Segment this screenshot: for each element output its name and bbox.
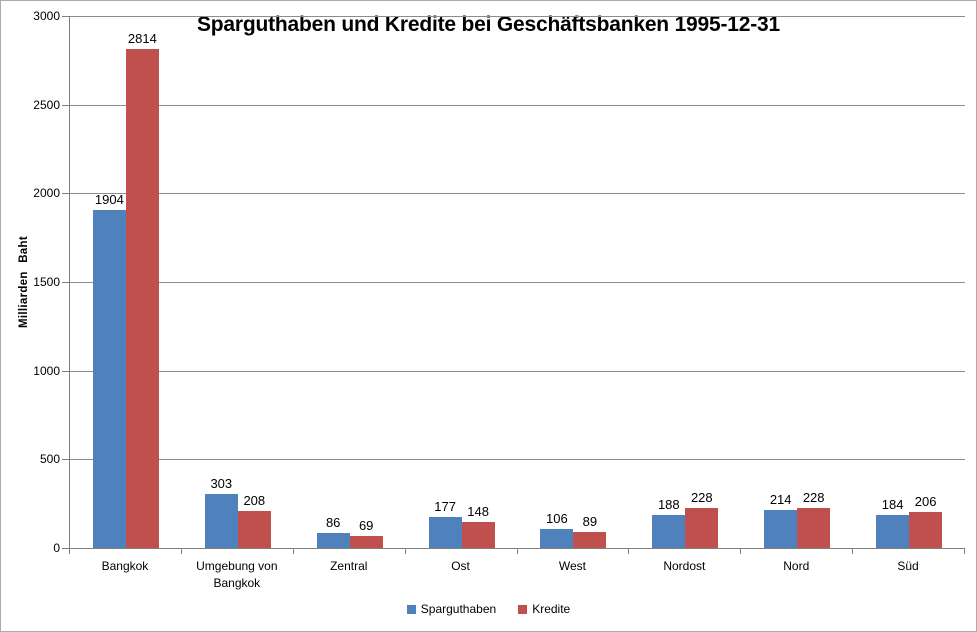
y-axis-tick-label: 500 xyxy=(39,452,60,466)
gridline xyxy=(70,105,965,106)
bar-value-label: 303 xyxy=(210,476,233,492)
x-axis-tick-mark xyxy=(740,549,741,554)
bar-kredite xyxy=(237,511,271,548)
y-axis-tick-label: 2000 xyxy=(33,186,60,200)
bar-value-label: 89 xyxy=(582,514,598,530)
legend-label: Kredite xyxy=(532,602,571,616)
category-label: Nordost xyxy=(663,559,706,573)
x-axis-tick-mark xyxy=(517,549,518,554)
bar-value-label: 69 xyxy=(358,517,374,533)
legend-marker-sparguthaben xyxy=(406,604,416,614)
bar-value-label: 106 xyxy=(546,511,568,527)
y-axis-tick-mark xyxy=(62,371,69,372)
category-label: Süd xyxy=(897,559,919,573)
bar-value-label: 184 xyxy=(881,497,904,513)
bar-sparguthaben xyxy=(652,514,686,548)
y-axis-tick-label: 0 xyxy=(53,541,60,555)
x-axis-tick-mark xyxy=(69,549,70,554)
x-axis-tick-mark xyxy=(628,549,629,554)
bar-sparguthaben xyxy=(92,210,126,548)
bar-value-label: 2814 xyxy=(127,31,157,46)
bar-value-label: 206 xyxy=(914,493,937,509)
bar-value-label: 1904 xyxy=(94,192,124,208)
y-axis-tick-label: 1500 xyxy=(33,275,60,289)
category-label: West xyxy=(558,559,586,573)
legend: Sparguthaben Kredite xyxy=(1,602,976,616)
y-axis-tick-mark xyxy=(62,282,69,283)
gridline xyxy=(70,459,965,460)
bar-value-label: 177 xyxy=(434,498,456,514)
y-axis-tick-label: 2500 xyxy=(33,98,60,112)
category-label: Bangkok xyxy=(101,559,149,573)
y-axis-tick-label: 1000 xyxy=(33,364,60,378)
plot-area: 1904 2814 303 208 86 69 177 148 106 89 188 228 214 22… xyxy=(69,16,965,549)
x-axis-tick-mark xyxy=(852,549,853,554)
y-axis-tick-mark xyxy=(62,193,69,194)
bar-value-label: 188 xyxy=(657,496,680,512)
y-axis-tick-mark xyxy=(62,459,69,460)
bar-kredite xyxy=(125,49,159,548)
bar-sparguthaben xyxy=(428,516,462,548)
gridline xyxy=(70,371,965,372)
bar-value-label: 86 xyxy=(325,514,341,530)
gridline xyxy=(70,282,965,283)
legend-marker-kredite xyxy=(518,604,528,614)
legend-label: Sparguthaben xyxy=(420,602,497,616)
bar-sparguthaben xyxy=(204,494,238,548)
bar-kredite xyxy=(461,521,495,548)
category-label: Umgebung von Bangkok xyxy=(196,559,278,590)
gridline xyxy=(70,193,965,194)
legend-item: Sparguthaben xyxy=(406,602,497,616)
chart-title: Sparguthaben und Kredite bei Geschäftsba… xyxy=(196,13,780,36)
y-axis-tick-mark xyxy=(62,548,69,549)
bar-value-label: 148 xyxy=(467,503,489,519)
bar-value-label: 228 xyxy=(802,489,825,505)
bar-sparguthaben xyxy=(876,515,910,548)
bar-kredite xyxy=(573,532,607,548)
x-axis-tick-mark xyxy=(181,549,182,554)
bar-kredite xyxy=(797,507,831,548)
bar-value-label: 208 xyxy=(243,493,266,509)
bar-kredite xyxy=(349,535,383,548)
x-axis-tick-mark xyxy=(964,549,965,554)
bar-kredite xyxy=(685,507,719,548)
y-axis-tick-label: 3000 xyxy=(33,9,60,23)
category-label: Zentral xyxy=(330,559,368,573)
bar-value-label: 214 xyxy=(769,492,792,508)
bar-sparguthaben xyxy=(540,529,574,548)
bar-value-label: 228 xyxy=(690,489,713,505)
bar-kredite xyxy=(909,511,943,548)
legend-item: Kredite xyxy=(518,602,570,616)
y-axis-tick-mark xyxy=(62,16,69,17)
gridline xyxy=(70,16,965,17)
x-axis-tick-mark xyxy=(405,549,406,554)
x-axis-tick-mark xyxy=(293,549,294,554)
bar-sparguthaben xyxy=(316,532,350,548)
category-label: Ost xyxy=(451,559,470,573)
y-axis-tick-mark xyxy=(62,105,69,106)
category-label: Nord xyxy=(783,559,810,573)
bar-sparguthaben xyxy=(764,510,798,548)
